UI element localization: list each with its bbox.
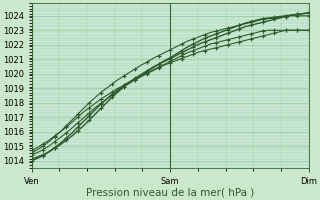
- X-axis label: Pression niveau de la mer( hPa ): Pression niveau de la mer( hPa ): [86, 187, 254, 197]
